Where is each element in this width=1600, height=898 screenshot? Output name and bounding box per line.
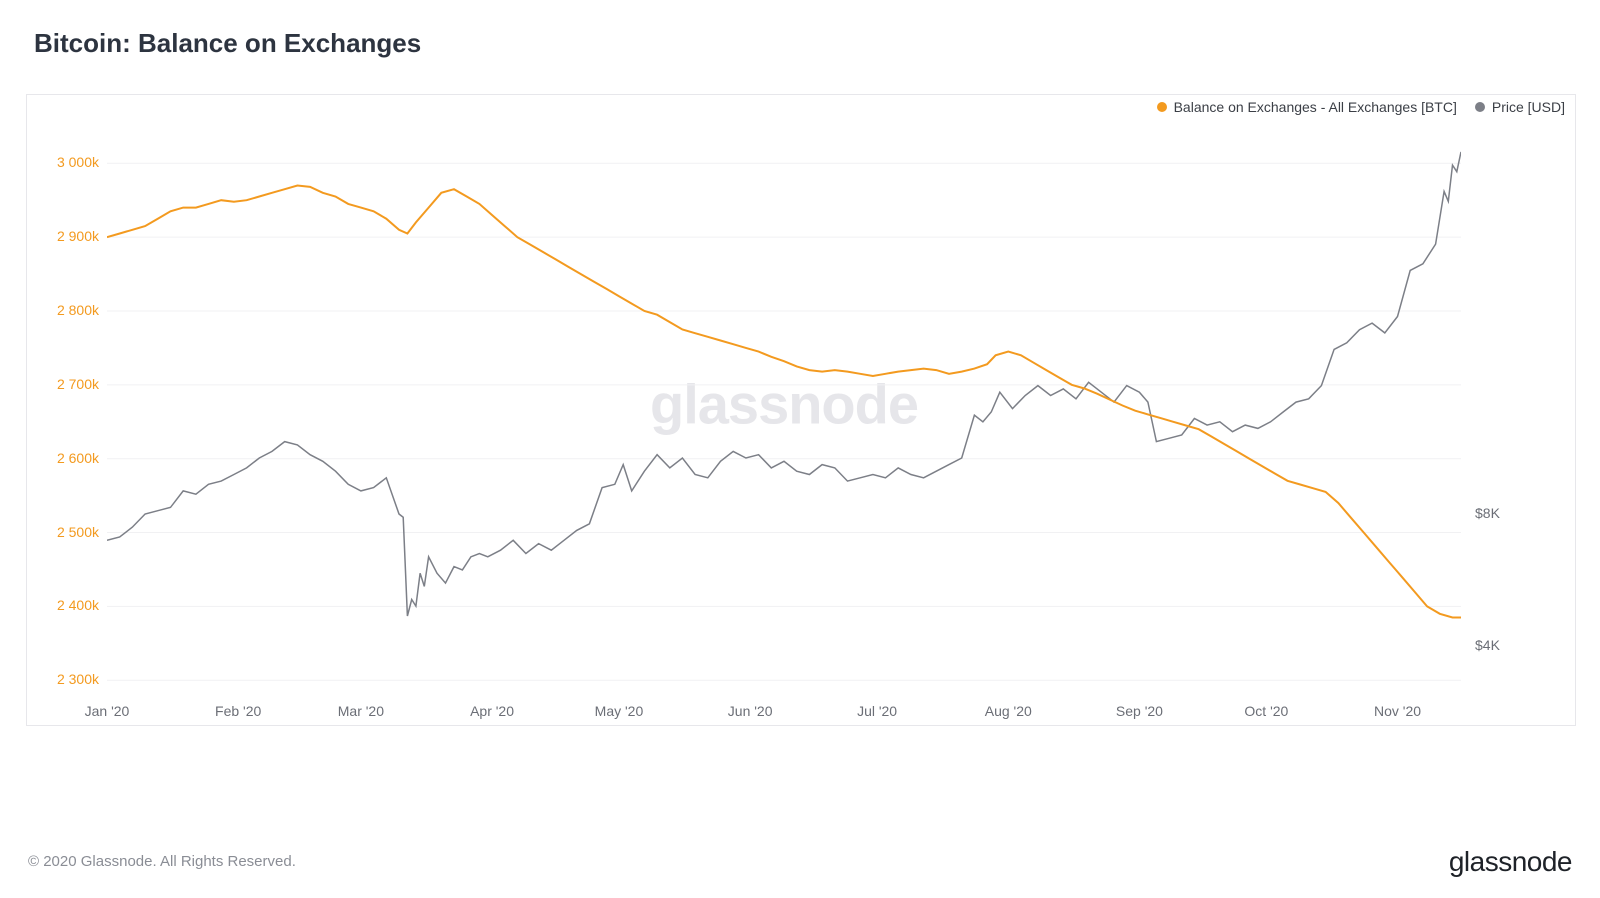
y-left-tick-label: 2 900k: [35, 228, 99, 244]
chart-plot-area: glassnode: [107, 119, 1461, 695]
x-tick-label: Oct '20: [1244, 703, 1288, 719]
legend-item-price: Price [USD]: [1475, 99, 1565, 115]
x-tick-label: Jan '20: [85, 703, 130, 719]
page-title: Bitcoin: Balance on Exchanges: [34, 28, 421, 59]
x-tick-label: Feb '20: [215, 703, 261, 719]
footer-brand: glassnode: [1449, 846, 1572, 878]
x-tick-label: Mar '20: [338, 703, 384, 719]
x-tick-label: Apr '20: [470, 703, 514, 719]
legend-dot-price: [1475, 102, 1485, 112]
x-tick-label: Jul '20: [857, 703, 897, 719]
y-left-tick-label: 2 400k: [35, 597, 99, 613]
y-right-tick-label: $4K: [1475, 637, 1500, 653]
x-tick-label: Sep '20: [1116, 703, 1163, 719]
legend-label-balance: Balance on Exchanges - All Exchanges [BT…: [1174, 99, 1457, 115]
y-left-tick-label: 2 800k: [35, 302, 99, 318]
legend-dot-balance: [1157, 102, 1167, 112]
chart-svg: [107, 119, 1461, 695]
chart-legend: Balance on Exchanges - All Exchanges [BT…: [1157, 99, 1565, 115]
y-right-tick-label: $8K: [1475, 505, 1500, 521]
footer-copyright: © 2020 Glassnode. All Rights Reserved.: [28, 853, 296, 870]
x-tick-label: Nov '20: [1374, 703, 1421, 719]
legend-item-balance: Balance on Exchanges - All Exchanges [BT…: [1157, 99, 1457, 115]
x-tick-label: May '20: [595, 703, 644, 719]
y-left-tick-label: 3 000k: [35, 154, 99, 170]
x-tick-label: Jun '20: [728, 703, 773, 719]
y-left-tick-label: 2 500k: [35, 524, 99, 540]
y-left-tick-label: 2 700k: [35, 376, 99, 392]
y-left-tick-label: 2 600k: [35, 450, 99, 466]
legend-label-price: Price [USD]: [1492, 99, 1565, 115]
x-tick-label: Aug '20: [985, 703, 1032, 719]
chart-frame: Balance on Exchanges - All Exchanges [BT…: [26, 94, 1576, 726]
y-left-tick-label: 2 300k: [35, 671, 99, 687]
page: Bitcoin: Balance on Exchanges Balance on…: [0, 0, 1600, 898]
